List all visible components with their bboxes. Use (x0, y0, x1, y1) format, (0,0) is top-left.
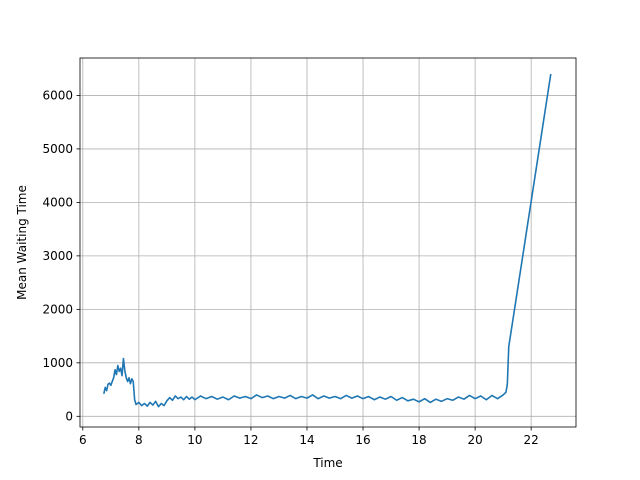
y-axis: 0 1000 2000 3000 4000 5000 6000 (42, 89, 80, 424)
y-tick-label: 6000 (42, 89, 73, 103)
y-tick-label: 3000 (42, 249, 73, 263)
x-tick-label: 8 (135, 433, 143, 447)
plot-area (80, 58, 576, 427)
plot-frame (79, 57, 577, 428)
x-tick-label: 10 (187, 433, 202, 447)
grid (80, 58, 576, 427)
series-line (103, 73, 552, 408)
x-tick-label: 16 (355, 433, 370, 447)
y-axis-label: Mean Waiting Time (15, 185, 29, 300)
x-tick-label: 18 (411, 433, 426, 447)
y-tick-label: 1000 (42, 356, 73, 370)
series-layer (103, 73, 552, 408)
x-axis: 6 8 10 12 14 16 18 20 22 (79, 427, 539, 447)
x-axis-label: Time (312, 456, 342, 470)
x-tick-label: 14 (299, 433, 314, 447)
y-tick-label: 0 (65, 410, 73, 424)
x-tick-label: 12 (243, 433, 258, 447)
y-tick-label: 4000 (42, 196, 73, 210)
x-tick-label: 22 (524, 433, 539, 447)
y-tick-label: 5000 (42, 142, 73, 156)
x-tick-label: 20 (467, 433, 482, 447)
x-tick-label: 6 (79, 433, 87, 447)
y-tick-label: 2000 (42, 303, 73, 317)
